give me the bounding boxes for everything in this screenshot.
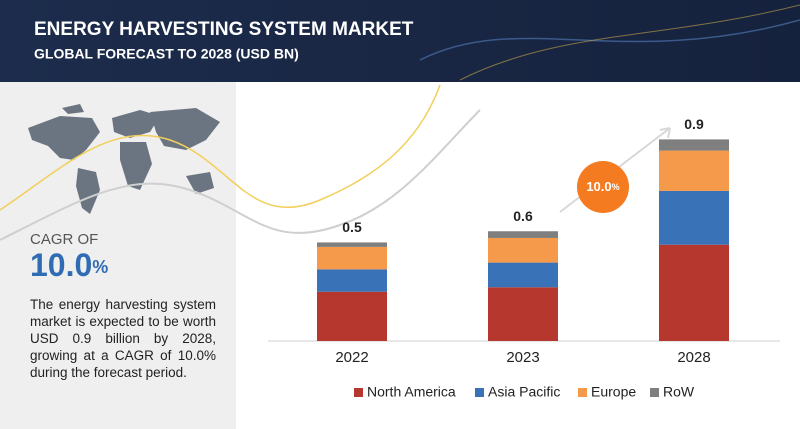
total-label: 0.6 — [513, 208, 533, 224]
legend-swatch — [650, 388, 659, 397]
badge-unit: % — [612, 182, 620, 192]
legend-label: North America — [367, 384, 456, 400]
bar-segment — [659, 139, 729, 151]
total-label: 0.5 — [342, 219, 362, 235]
bar-segment — [659, 190, 729, 245]
cagr-badge-text: 10.0% — [586, 179, 619, 194]
header-band — [0, 0, 800, 82]
legend-label: Europe — [591, 384, 636, 400]
total-label: 0.9 — [684, 116, 704, 132]
bar-segment — [488, 262, 558, 288]
bar-segment — [659, 244, 729, 341]
x-tick-label: 2028 — [677, 349, 710, 366]
cagr-label: CAGR OF — [30, 231, 98, 248]
cagr-value: 10.0% — [30, 247, 108, 283]
growth-arrowhead — [659, 127, 671, 139]
x-tick-label: 2023 — [506, 349, 539, 366]
badge-number: 10.0 — [586, 179, 611, 194]
cagr-badge — [577, 161, 629, 213]
bar-segment — [317, 269, 387, 292]
header-decor — [459, 4, 800, 81]
bar-segment — [659, 150, 729, 191]
world-map — [28, 104, 220, 214]
bar-segment — [317, 291, 387, 341]
legend-swatch — [475, 388, 484, 397]
bar-segment — [488, 231, 558, 238]
legend-label: RoW — [663, 384, 695, 400]
bar-segment — [317, 242, 387, 247]
legend-swatch — [354, 388, 363, 397]
header-decor — [419, 19, 800, 61]
chart-title: ENERGY HARVESTING SYSTEM MARKET — [34, 19, 414, 40]
chart-subtitle: GLOBAL FORECAST TO 2028 (USD BN) — [34, 46, 299, 62]
bar-segment — [488, 237, 558, 263]
decor-curve — [0, 84, 441, 211]
description: The energy harvesting system market is e… — [30, 297, 216, 380]
legend-swatch — [578, 388, 587, 397]
bar-segment — [317, 246, 387, 270]
decor-curve — [0, 109, 481, 241]
cagr-unit: % — [92, 257, 108, 277]
bar-segment — [488, 287, 558, 341]
legend-label: Asia Pacific — [488, 384, 560, 400]
cagr-number: 10.0 — [30, 247, 92, 283]
x-tick-label: 2022 — [335, 349, 368, 366]
